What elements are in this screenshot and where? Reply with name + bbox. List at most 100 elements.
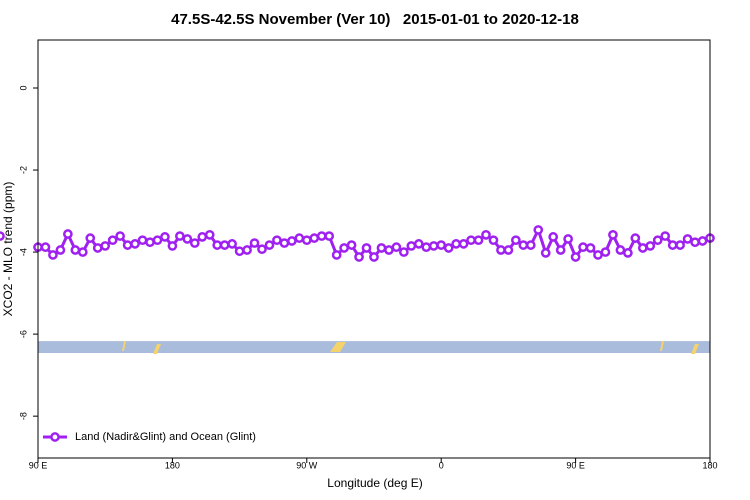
- point: [219, 240, 230, 250]
- point: [406, 241, 417, 251]
- point: [391, 242, 402, 253]
- point: [130, 239, 140, 249]
- point: [682, 234, 693, 244]
- point: [623, 248, 633, 258]
- point: [496, 245, 506, 255]
- point: [152, 235, 163, 246]
- point: [473, 235, 484, 246]
- point: [563, 234, 573, 244]
- point: [376, 243, 387, 253]
- point: [227, 239, 237, 249]
- legend-label: Land (Nadir&Glint) and Ocean (Glint): [75, 431, 256, 443]
- point: [309, 233, 320, 243]
- point: [160, 232, 170, 242]
- y-axis-label: XCO2 - MLO trend (ppm): [1, 182, 15, 317]
- y-tick-label: -4: [18, 248, 28, 256]
- point: [458, 239, 469, 249]
- point: [272, 235, 282, 246]
- point: [122, 240, 133, 250]
- land-glint: [153, 344, 161, 354]
- point: [212, 240, 223, 250]
- x-axis-label: Longitude (deg E): [327, 476, 422, 490]
- point: [421, 242, 432, 253]
- point: [481, 229, 491, 240]
- point: [324, 231, 335, 241]
- y-tick-label: 0: [18, 85, 28, 90]
- point: [234, 246, 245, 257]
- y-tick-label: -8: [18, 412, 28, 420]
- point: [466, 235, 476, 246]
- point: [331, 250, 342, 260]
- land-glint: [334, 342, 346, 352]
- point: [249, 238, 260, 248]
- point: [92, 243, 103, 253]
- point: [443, 243, 454, 253]
- x-tick-label: 90 E: [29, 460, 48, 470]
- point: [593, 250, 603, 260]
- point: [137, 235, 148, 246]
- chart-title: 47.5S-42.5S November (Ver 10) 2015-01-01…: [171, 11, 579, 28]
- point: [413, 239, 424, 249]
- point: [652, 235, 663, 246]
- point: [40, 242, 51, 253]
- point: [182, 234, 193, 244]
- point: [339, 243, 349, 253]
- point: [369, 252, 379, 262]
- point: [0, 231, 5, 241]
- point: [436, 240, 447, 250]
- x-tick-label: 180: [702, 460, 717, 470]
- point: [488, 235, 499, 246]
- point: [346, 240, 357, 250]
- point: [197, 232, 208, 242]
- point: [48, 250, 58, 260]
- point: [100, 241, 111, 251]
- point: [204, 229, 215, 240]
- point: [264, 240, 275, 250]
- point: [660, 231, 671, 241]
- point: [667, 240, 678, 250]
- x-tick-label: 180: [165, 460, 180, 470]
- point: [630, 233, 641, 243]
- point: [301, 235, 312, 246]
- point: [615, 245, 626, 255]
- point: [294, 233, 305, 243]
- point: [399, 247, 409, 257]
- point: [645, 241, 656, 251]
- point: [600, 247, 611, 257]
- point: [115, 231, 125, 241]
- point: [70, 245, 81, 255]
- point: [279, 238, 290, 248]
- point: [518, 240, 529, 250]
- point: [189, 238, 200, 248]
- point: [55, 245, 66, 255]
- x-tick-label: 90 E: [566, 460, 585, 470]
- point: [63, 229, 73, 239]
- land-glint: [691, 344, 699, 354]
- land-glint: [122, 341, 126, 351]
- point: [697, 236, 708, 246]
- y-tick-label: -2: [18, 166, 28, 174]
- point: [167, 241, 178, 251]
- point: [555, 245, 566, 255]
- point: [175, 231, 185, 241]
- y-tick-label: -6: [18, 330, 28, 338]
- point: [316, 231, 327, 241]
- point: [287, 236, 297, 246]
- point: [451, 239, 461, 249]
- point: [503, 245, 514, 255]
- point: [548, 232, 559, 242]
- point: [428, 241, 439, 251]
- plot-frame: [37, 39, 711, 459]
- band: [38, 341, 710, 353]
- point: [570, 252, 581, 262]
- point: [242, 245, 252, 255]
- point: [107, 235, 118, 246]
- point: [354, 252, 364, 262]
- x-tick-label: 90 W: [296, 460, 318, 470]
- point: [533, 225, 544, 235]
- point: [578, 242, 588, 253]
- point: [608, 229, 618, 240]
- point: [637, 243, 648, 253]
- point: [525, 240, 536, 250]
